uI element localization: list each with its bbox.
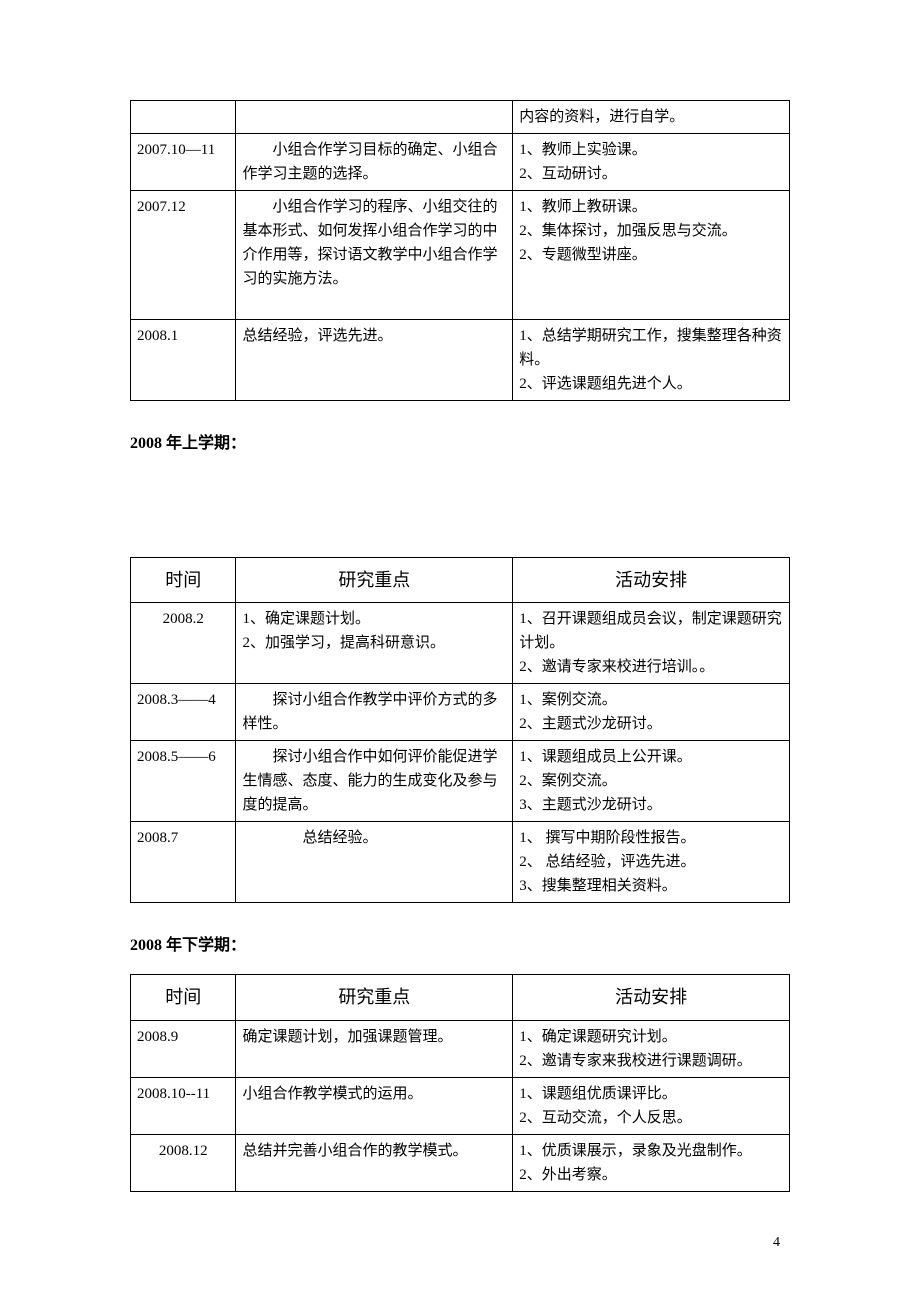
cell-time: 2008.3——4 bbox=[131, 684, 236, 741]
table-row: 2008.1 总结经验，评选先进。 1、总结学期研究工作，搜集整理各种资料。 2… bbox=[131, 320, 790, 401]
cell-time: 2008.5——6 bbox=[131, 741, 236, 822]
header-time: 时间 bbox=[131, 557, 236, 603]
table-row: 内容的资料，进行自学。 bbox=[131, 101, 790, 134]
header-arrange: 活动安排 bbox=[513, 974, 790, 1020]
cell-time: 2008.10--11 bbox=[131, 1077, 236, 1134]
cell-focus: 小组合作教学模式的运用。 bbox=[236, 1077, 513, 1134]
cell-arrange: 内容的资料，进行自学。 bbox=[513, 101, 790, 134]
cell-arrange: 1、确定课题研究计划。 2、邀请专家来我校进行课题调研。 bbox=[513, 1020, 790, 1077]
table-row: 2008.5——6 探讨小组合作中如何评价能促进学生情感、态度、能力的生成变化及… bbox=[131, 741, 790, 822]
cell-arrange: 1、教师上教研课。 2、集体探讨，加强反思与交流。 2、专题微型讲座。 bbox=[513, 191, 790, 320]
cell-focus: 探讨小组合作中如何评价能促进学生情感、态度、能力的生成变化及参与度的提高。 bbox=[236, 741, 513, 822]
table-1: 内容的资料，进行自学。 2007.10—11 小组合作学习目标的确定、小组合作学… bbox=[130, 100, 790, 401]
cell-time: 2008.9 bbox=[131, 1020, 236, 1077]
header-focus: 研究重点 bbox=[236, 557, 513, 603]
table-row: 2008.2 1、确定课题计划。 2、加强学习，提高科研意识。 1、召开课题组成… bbox=[131, 603, 790, 684]
section-heading-2008-upper: 2008 年上学期： bbox=[130, 431, 790, 457]
cell-focus: 小组合作学习目标的确定、小组合作学习主题的选择。 bbox=[236, 134, 513, 191]
table-3: 时间 研究重点 活动安排 2008.9 确定课题计划，加强课题管理。 1、确定课… bbox=[130, 974, 790, 1192]
cell-focus: 1、确定课题计划。 2、加强学习，提高科研意识。 bbox=[236, 603, 513, 684]
cell-arrange: 1、总结学期研究工作，搜集整理各种资料。 2、评选课题组先进个人。 bbox=[513, 320, 790, 401]
section-heading-2008-lower: 2008 年下学期： bbox=[130, 933, 790, 959]
cell-time bbox=[131, 101, 236, 134]
cell-arrange: 1、教师上实验课。 2、互动研讨。 bbox=[513, 134, 790, 191]
table-2: 时间 研究重点 活动安排 2008.2 1、确定课题计划。 2、加强学习，提高科… bbox=[130, 557, 790, 904]
cell-time: 2008.2 bbox=[131, 603, 236, 684]
cell-focus: 总结经验，评选先进。 bbox=[236, 320, 513, 401]
table-row: 2008.9 确定课题计划，加强课题管理。 1、确定课题研究计划。 2、邀请专家… bbox=[131, 1020, 790, 1077]
table-row: 2007.10—11 小组合作学习目标的确定、小组合作学习主题的选择。 1、教师… bbox=[131, 134, 790, 191]
table-header-row: 时间 研究重点 活动安排 bbox=[131, 974, 790, 1020]
cell-focus: 总结经验。 bbox=[236, 822, 513, 903]
cell-arrange: 1、案例交流。 2、主题式沙龙研讨。 bbox=[513, 684, 790, 741]
cell-arrange: 1、课题组成员上公开课。 2、案例交流。 3、主题式沙龙研讨。 bbox=[513, 741, 790, 822]
table-row: 2008.7 总结经验。 1、 撰写中期阶段性报告。 2、 总结经验，评选先进。… bbox=[131, 822, 790, 903]
header-focus: 研究重点 bbox=[236, 974, 513, 1020]
cell-time: 2008.7 bbox=[131, 822, 236, 903]
cell-focus: 总结并完善小组合作的教学模式。 bbox=[236, 1134, 513, 1191]
spacer bbox=[130, 497, 790, 557]
cell-arrange: 1、召开课题组成员会议，制定课题研究计划。 2、邀请专家来校进行培训。。 bbox=[513, 603, 790, 684]
cell-time: 2008.12 bbox=[131, 1134, 236, 1191]
page-number: 4 bbox=[130, 1232, 790, 1254]
table-row: 2007.12 小组合作学习的程序、小组交往的基本形式、如何发挥小组合作学习的中… bbox=[131, 191, 790, 320]
table-header-row: 时间 研究重点 活动安排 bbox=[131, 557, 790, 603]
cell-time: 2007.10—11 bbox=[131, 134, 236, 191]
cell-arrange: 1、优质课展示，录象及光盘制作。 2、外出考察。 bbox=[513, 1134, 790, 1191]
cell-focus: 确定课题计划，加强课题管理。 bbox=[236, 1020, 513, 1077]
cell-arrange: 1、课题组优质课评比。 2、互动交流，个人反思。 bbox=[513, 1077, 790, 1134]
table-row: 2008.3——4 探讨小组合作教学中评价方式的多样性。 1、案例交流。 2、主… bbox=[131, 684, 790, 741]
header-arrange: 活动安排 bbox=[513, 557, 790, 603]
cell-time: 2008.1 bbox=[131, 320, 236, 401]
table-row: 2008.10--11 小组合作教学模式的运用。 1、课题组优质课评比。 2、互… bbox=[131, 1077, 790, 1134]
header-time: 时间 bbox=[131, 974, 236, 1020]
cell-time: 2007.12 bbox=[131, 191, 236, 320]
table-row: 2008.12 总结并完善小组合作的教学模式。 1、优质课展示，录象及光盘制作。… bbox=[131, 1134, 790, 1191]
cell-arrange: 1、 撰写中期阶段性报告。 2、 总结经验，评选先进。 3、搜集整理相关资料。 bbox=[513, 822, 790, 903]
cell-focus: 小组合作学习的程序、小组交往的基本形式、如何发挥小组合作学习的中介作用等，探讨语… bbox=[236, 191, 513, 320]
cell-focus bbox=[236, 101, 513, 134]
cell-focus: 探讨小组合作教学中评价方式的多样性。 bbox=[236, 684, 513, 741]
